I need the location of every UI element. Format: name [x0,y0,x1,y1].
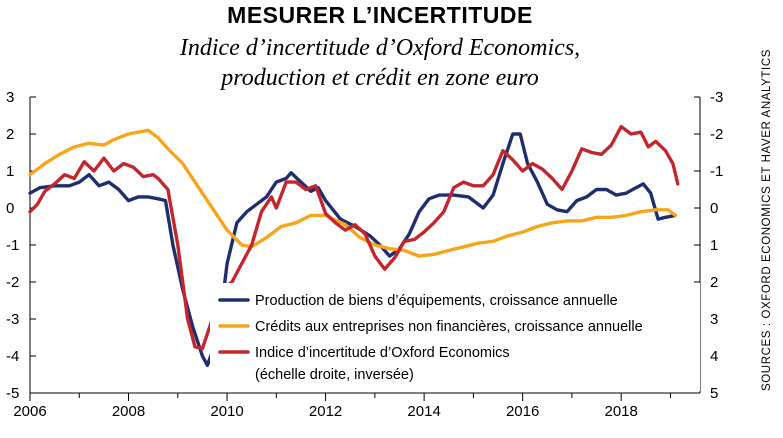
x-tick-label: 2010 [210,403,243,420]
y-left-tick-label: 0 [6,200,14,217]
y-right-tick-label: 1 [710,237,718,254]
y-right-tick-label: -1 [710,163,723,180]
y-right-tick-label: 4 [710,348,718,365]
y-right-tick-label: 0 [710,200,718,217]
legend-label-1: Production de biens d’équipements, crois… [255,293,618,309]
line-chart: 3 2 1 0 -1 -2 -3 -4 -5 -3 -2 -1 0 1 2 3 4 5 2006 2008 2010 20… [6,89,723,420]
chart-subtitle: Indice d’incertitude d’Oxford Economics,… [0,33,760,93]
series-line-2 [28,128,678,258]
series-line-1 [28,132,678,367]
subtitle-line-2: production et crédit en zone euro [221,65,539,91]
x-tick-label: 2012 [309,403,342,420]
y-left-tick-label: 1 [6,163,14,180]
legend-label-3-line2: (échelle droite, inversée) [255,367,414,383]
x-tick-label: 2008 [112,403,145,420]
y-left-tick-label: -5 [6,385,19,402]
chart-lines [28,124,680,367]
x-tick-label: 2016 [506,403,539,420]
legend-label-2: Crédits aux entreprises non financières,… [255,319,643,335]
y-right-tick-label: -2 [710,126,723,143]
x-tick-label: 2014 [407,403,440,420]
y-left-tick-label: -1 [6,237,19,254]
y-right-tick-label: -3 [710,89,723,106]
y-left-tick-label: 2 [6,126,14,143]
source-note: SOURCES : OXFORD ECONOMICS ET HAVER ANAL… [761,48,773,392]
series-line-3 [28,124,680,351]
y-right-tick-label: 2 [710,274,718,291]
legend-background [210,283,700,391]
legend-label-3: Indice d’incertitude d’Oxford Economics [255,345,510,361]
y-left-tick-label: -2 [6,274,19,291]
chart-axes: 3 2 1 0 -1 -2 -3 -4 -5 -3 -2 -1 0 1 2 3 4 5 2006 2008 2010 20… [6,89,723,420]
y-left-tick-label: 3 [6,89,14,106]
chart-legend: Production de biens d’équipements, crois… [210,283,700,391]
y-left-tick-label: -3 [6,311,19,328]
y-left-tick-label: -4 [6,348,19,365]
subtitle-line-1: Indice d’incertitude d’Oxford Economics, [179,35,581,61]
y-right-tick-label: 3 [710,311,718,328]
x-tick-label: 2006 [13,403,46,420]
x-tick-label: 2018 [604,403,637,420]
y-right-tick-label: 5 [710,385,718,402]
chart-title: MESURER L’INCERTITUDE [227,2,533,28]
